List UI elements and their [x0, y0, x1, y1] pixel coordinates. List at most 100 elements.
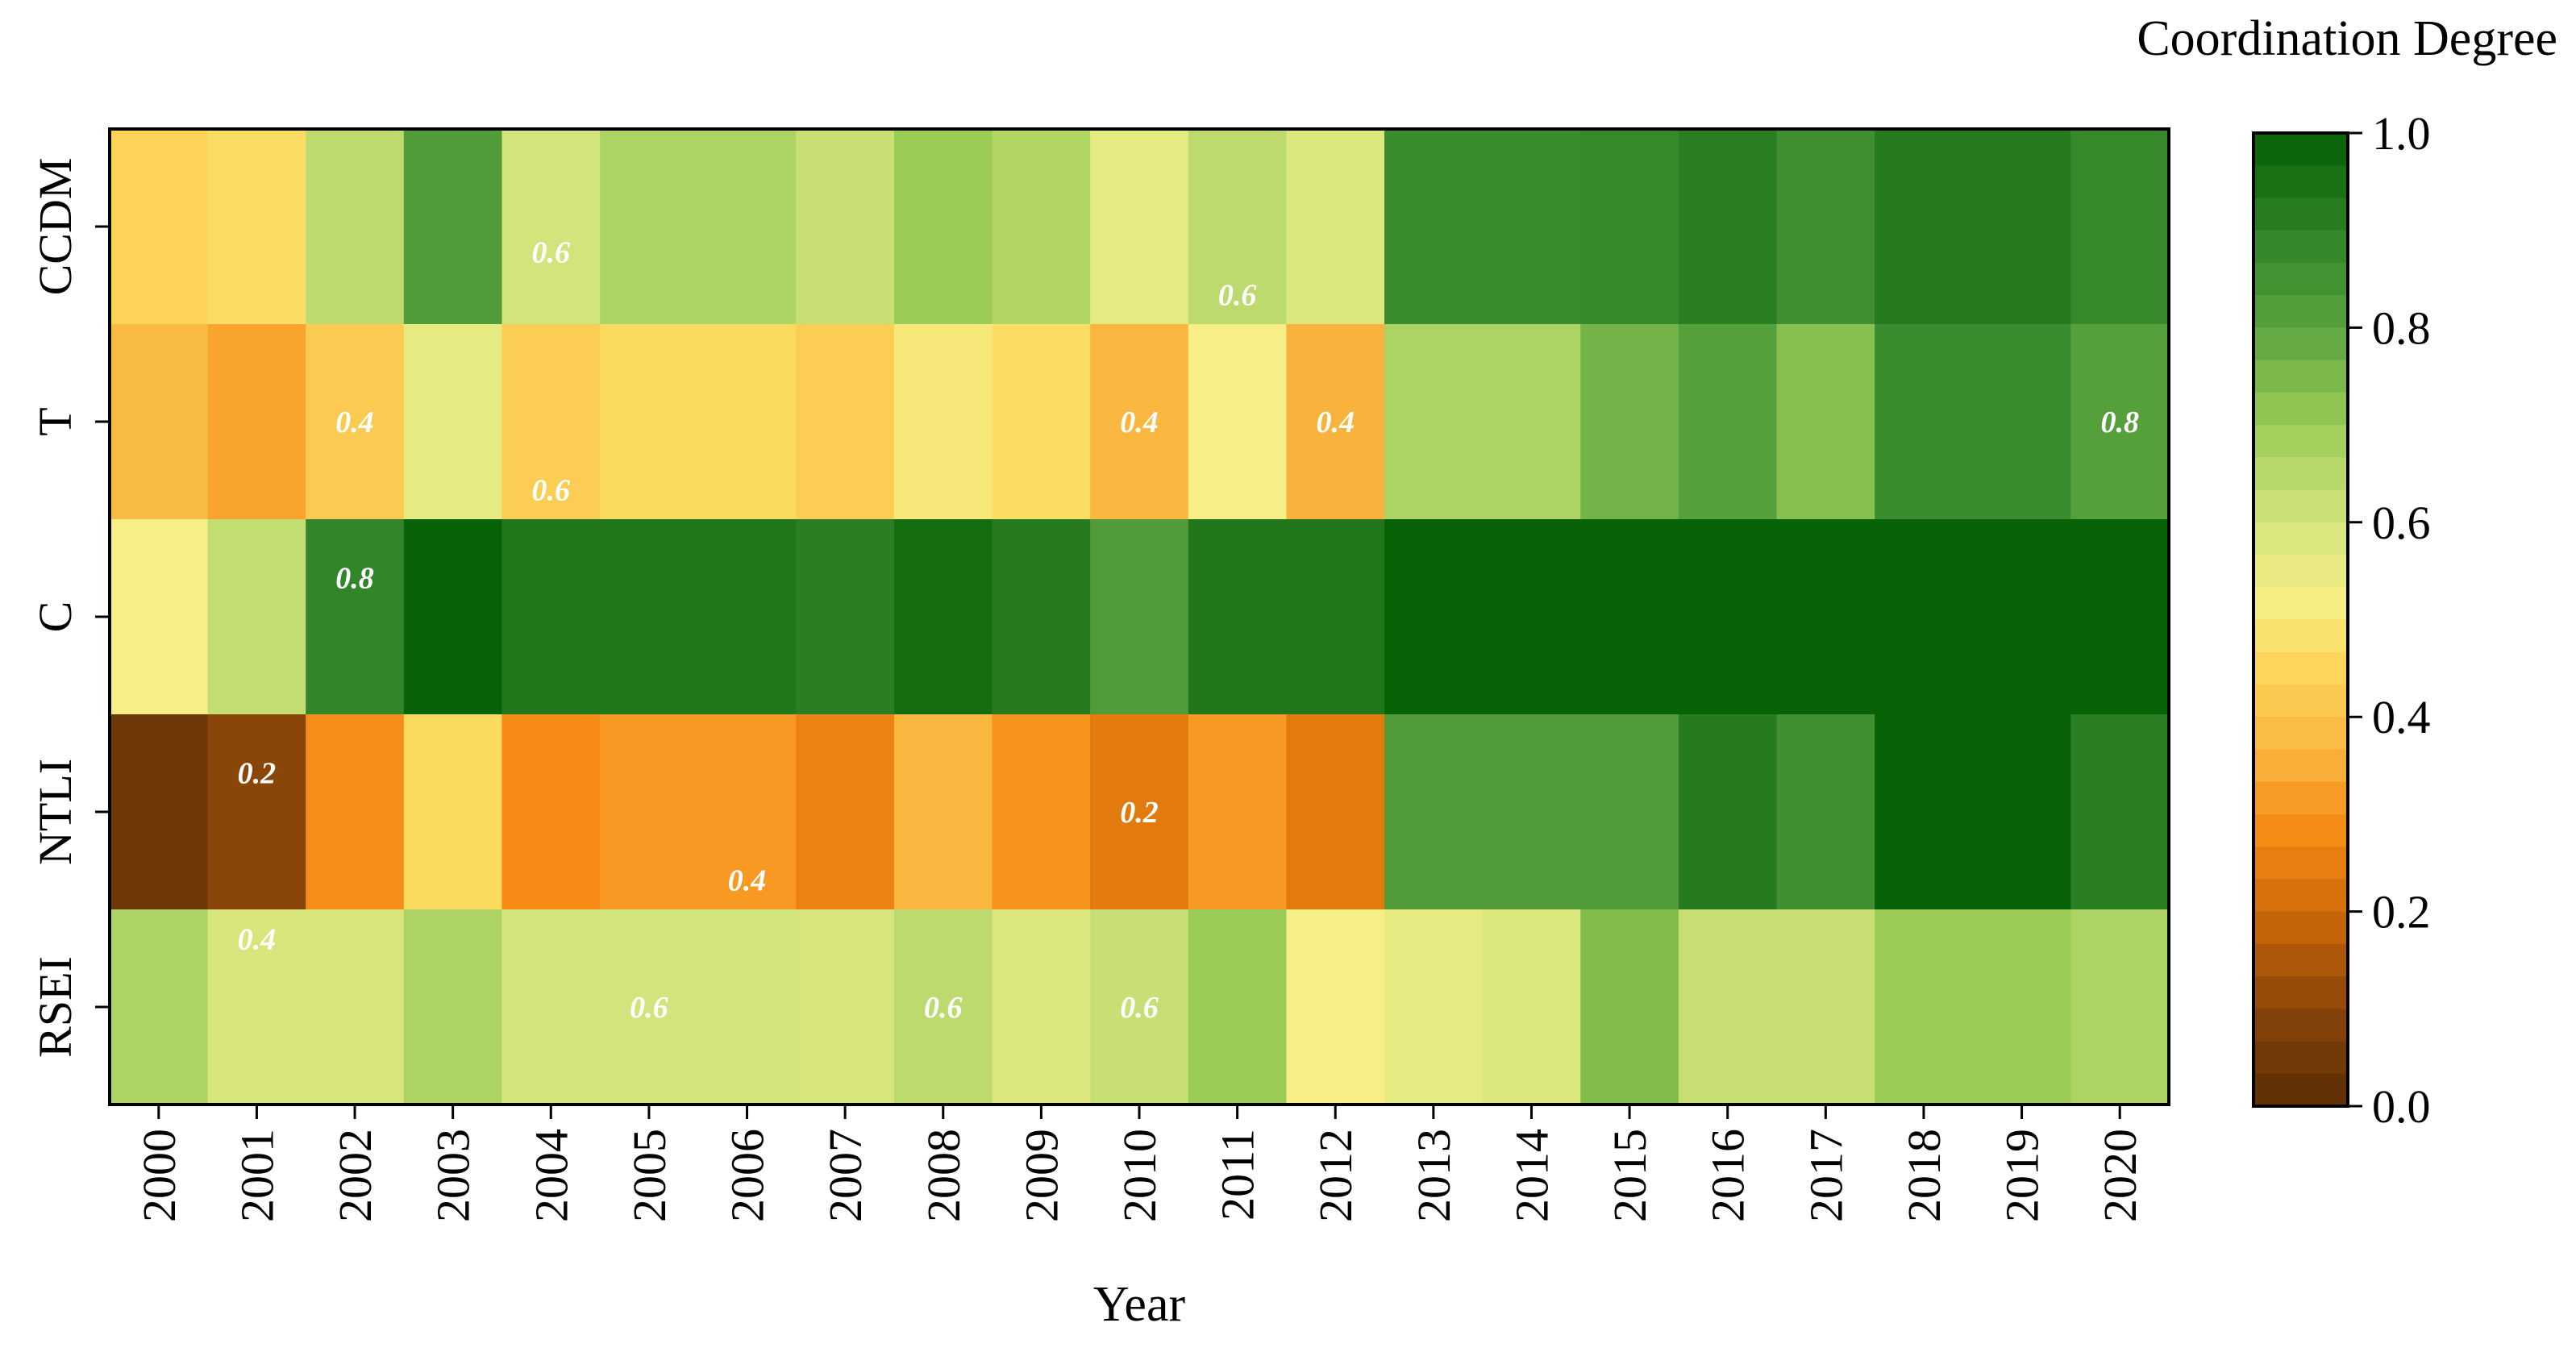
x-tick-label: 2007	[819, 1129, 872, 1222]
heatmap-cell-T-2008	[893, 324, 993, 520]
colorbar-band	[2253, 165, 2348, 199]
heatmap-cell-T-2013	[1384, 324, 1484, 520]
heatmap-cell-T-2009	[992, 324, 1091, 520]
colorbar-band	[2253, 813, 2348, 847]
x-tick-label: 2003	[427, 1129, 480, 1222]
cell-annotation: 0.8	[335, 562, 374, 596]
x-tick-label: 2017	[1800, 1129, 1852, 1222]
heatmap-cell-T-2007	[796, 324, 895, 520]
x-tick-label: 2019	[1996, 1129, 2049, 1222]
colorbar-band	[2253, 425, 2348, 458]
heatmap-cell-C-2016	[1678, 519, 1778, 715]
heatmap-cell-CCDM-2002	[306, 129, 405, 325]
colorbar-band	[2253, 587, 2348, 621]
x-axis-title: Year	[1093, 1277, 1186, 1332]
cell-annotation: 0.6	[1120, 991, 1159, 1025]
heatmap-cell-T-2012	[1286, 324, 1385, 520]
heatmap-cell-CCDM-2019	[1972, 129, 2071, 325]
heatmap-cell-CCDM-2010	[1090, 129, 1189, 325]
cell-annotation: 0.4	[238, 922, 277, 956]
heatmap-cell-T-2003	[403, 324, 503, 520]
cell-annotation: 0.4	[1120, 406, 1159, 439]
heatmap-cell-CCDM-2009	[992, 129, 1091, 325]
heatmap-cell-NTLI-2012	[1286, 714, 1385, 910]
heatmap-cell-C-2007	[796, 519, 895, 715]
heatmap-cell-NTLI-2001	[207, 714, 306, 910]
heatmap-cell-CCDM-2004	[501, 129, 601, 325]
colorbar-band	[2253, 943, 2348, 977]
y-tick-label: RSEI	[29, 956, 81, 1058]
x-tick-label: 2014	[1506, 1129, 1559, 1222]
colorbar-tick-label: 0.2	[2372, 886, 2431, 938]
heatmap-cell-C-2017	[1776, 519, 1875, 715]
heatmap-cell-C-2019	[1972, 519, 2071, 715]
cell-annotation: 0.6	[924, 991, 963, 1025]
colorbar-band	[2253, 522, 2348, 555]
x-tick-label: 2008	[918, 1129, 970, 1222]
heatmap-cell-T-2004	[501, 324, 601, 520]
heatmap-cell-CCDM-2017	[1776, 129, 1875, 325]
heatmap-cell-T-2016	[1678, 324, 1778, 520]
heatmap-cell-T-2011	[1188, 324, 1288, 520]
x-tick-label: 2002	[329, 1129, 381, 1222]
heatmap-cell-NTLI-2019	[1972, 714, 2071, 910]
cell-annotation: 0.6	[630, 991, 668, 1025]
colorbar-band	[2253, 262, 2348, 296]
heatmap-cell-NTLI-2008	[893, 714, 993, 910]
heatmap-cell-RSEI-2002	[306, 909, 405, 1105]
x-tick-label: 2009	[1015, 1129, 1067, 1222]
heatmap-cell-C-2013	[1384, 519, 1484, 715]
heatmap-cell-CCDM-2007	[796, 129, 895, 325]
heatmap-cell-C-2002	[306, 519, 405, 715]
x-tick-label: 2012	[1309, 1129, 1362, 1222]
heatmap-cell-CCDM-2005	[600, 129, 699, 325]
heatmap-cell-C-2018	[1875, 519, 1974, 715]
cell-annotation: 0.4	[335, 406, 374, 439]
heatmap-cell-NTLI-2017	[1776, 714, 1875, 910]
heatmap-cell-CCDM-2008	[893, 129, 993, 325]
heatmap-cell-T-2018	[1875, 324, 1974, 520]
heatmap-cell-RSEI-2014	[1482, 909, 1581, 1105]
colorbar-band	[2253, 489, 2348, 523]
heatmap-cell-C-2015	[1580, 519, 1679, 715]
colorbar-band	[2253, 1009, 2348, 1042]
colorbar-tick-label: 1.0	[2372, 107, 2431, 160]
colorbar-tick-label: 0.8	[2372, 302, 2431, 354]
colorbar-band	[2253, 457, 2348, 491]
heatmap-cell-C-2010	[1090, 519, 1189, 715]
heatmap-cell-NTLI-2004	[501, 714, 601, 910]
heatmap-cell-NTLI-2020	[2070, 714, 2170, 910]
heatmap-cell-C-2011	[1188, 519, 1288, 715]
y-tick-label: C	[29, 601, 81, 633]
heatmap-cell-C-2008	[893, 519, 993, 715]
heatmap-cell-CCDM-2000	[110, 129, 209, 325]
x-tick-label: 2004	[525, 1129, 577, 1222]
heatmap-cell-T-2019	[1972, 324, 2071, 520]
y-axis: CCDM T C NTLI RSEI	[29, 158, 110, 1058]
x-tick-label: 2010	[1113, 1129, 1166, 1222]
heatmap-cell-NTLI-2007	[796, 714, 895, 910]
cell-annotation: 0.8	[2100, 406, 2139, 439]
colorbar-tick-label: 0.6	[2372, 497, 2431, 549]
colorbar-band	[2253, 133, 2348, 166]
heatmap-cell-NTLI-2015	[1580, 714, 1679, 910]
heatmap-cell-RSEI-2003	[403, 909, 503, 1105]
heatmap-cell-RSEI-2008	[893, 909, 993, 1105]
colorbar-title: Coordination Degree	[2137, 11, 2557, 66]
colorbar-band	[2253, 619, 2348, 653]
colorbar: 0.0 0.2 0.4 0.6 0.8 1.0	[2252, 107, 2431, 1133]
heatmap-cell-CCDM-2018	[1875, 129, 1974, 325]
cell-annotations: 0.6 0.6 0.4 0.6 0.4 0.4 0.8 0.8 0.2 0.2 0.4 0.4 0.6 0…	[238, 236, 2139, 1026]
heatmap-cell-CCDM-2016	[1678, 129, 1778, 325]
heatmap-cell-RSEI-2013	[1384, 909, 1484, 1105]
heatmap-cell-NTLI-2005	[600, 714, 699, 910]
heatmap-cell-RSEI-2011	[1188, 909, 1288, 1105]
heatmap-cell-CCDM-2014	[1482, 129, 1581, 325]
y-tick-label: T	[29, 407, 81, 435]
heatmap-cell-T-2006	[697, 324, 797, 520]
heatmap-cell-NTLI-2018	[1875, 714, 1974, 910]
heatmap-cell-CCDM-2006	[697, 129, 797, 325]
heatmap-cell-C-2006	[697, 519, 797, 715]
